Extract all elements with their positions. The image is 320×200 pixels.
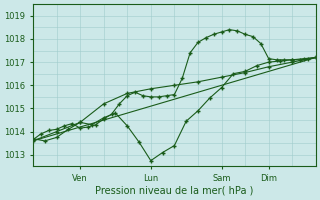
X-axis label: Pression niveau de la mer( hPa ): Pression niveau de la mer( hPa ): [95, 186, 253, 196]
